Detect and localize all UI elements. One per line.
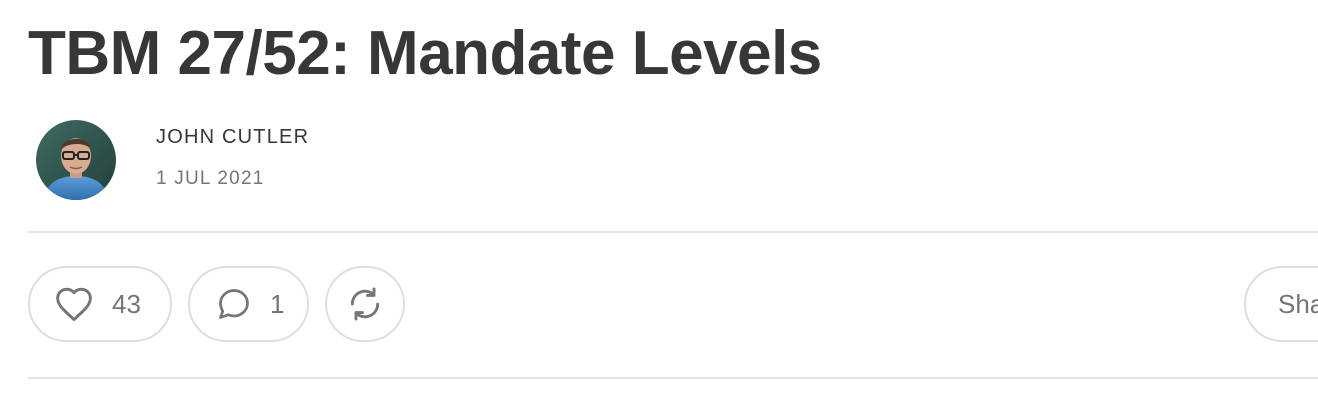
refresh-arrows-icon [346,285,384,323]
comment-count: 1 [270,289,285,319]
author-avatar[interactable] [36,120,116,200]
avatar-photo [36,120,116,200]
share-button[interactable]: Share [1244,266,1318,342]
like-button[interactable]: 43 [28,266,172,342]
comment-button[interactable]: 1 [188,266,309,342]
post-date: 1 JUL 2021 [156,168,265,189]
share-label: Share [1278,289,1318,319]
byline-meta: JOHN CUTLER 1 JUL 2021 [156,126,309,191]
heart-icon [54,286,94,322]
divider-bottom [28,377,1318,379]
author-name[interactable]: JOHN CUTLER [156,126,310,148]
divider-top [28,231,1318,233]
byline: JOHN CUTLER 1 JUL 2021 [36,120,309,200]
restack-button[interactable] [325,266,405,342]
like-count: 43 [112,289,141,319]
speech-bubble-icon [216,286,252,322]
post-title: TBM 27/52: Mandate Levels [28,19,822,88]
